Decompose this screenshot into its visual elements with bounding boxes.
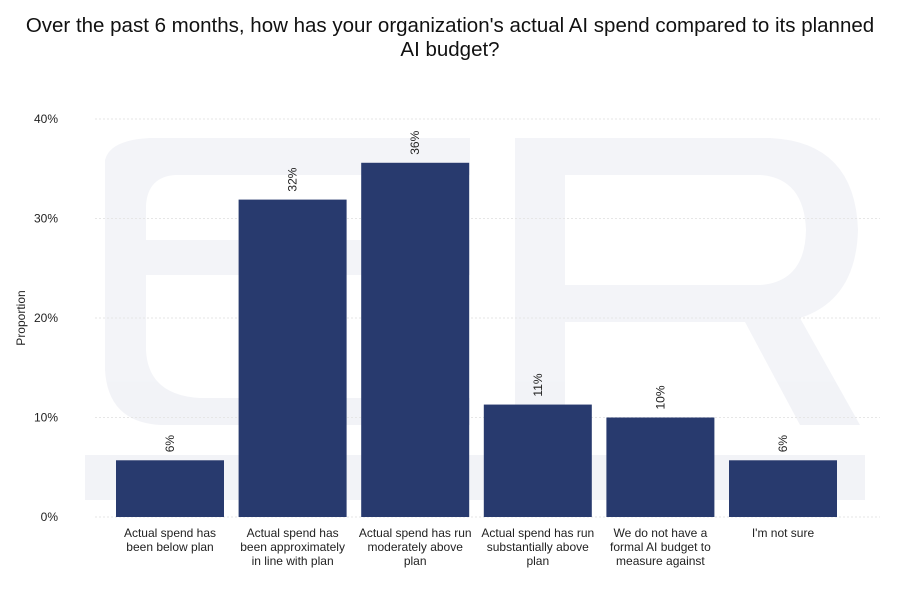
y-axis-ticks: 0% 10% 20% 30% 40% [34, 112, 58, 524]
y-tick-label: 20% [34, 311, 58, 325]
y-tick-label: 40% [34, 112, 58, 126]
y-tick-label: 0% [41, 510, 59, 524]
chart-title-line-1: Over the past 6 months, how has your org… [25, 14, 875, 37]
data-label: 11% [531, 373, 545, 396]
x-tick-label: Actual spend has [124, 526, 216, 540]
x-tick-label: Actual spend has [247, 526, 339, 540]
bar [238, 199, 347, 517]
x-tick-label: substantially above [487, 540, 589, 554]
x-tick-label: plan [526, 554, 549, 568]
x-tick-label: been below plan [126, 540, 213, 554]
chart-title-line-2: AI budget? [400, 38, 500, 61]
data-label: 10% [653, 385, 667, 409]
y-tick-label: 30% [34, 212, 58, 226]
x-tick-label: in line with plan [252, 554, 334, 568]
x-tick-label: We do not have a [613, 526, 707, 540]
data-label: 36% [408, 130, 422, 154]
x-tick-label: plan [404, 554, 427, 568]
bars [116, 162, 837, 517]
bar [483, 404, 592, 517]
y-tick-label: 10% [34, 411, 58, 425]
x-tick-label: been approximately [240, 540, 345, 554]
data-label: 6% [163, 435, 177, 453]
bar [729, 460, 837, 517]
x-tick-label: moderately above [368, 540, 464, 554]
bar [361, 162, 470, 517]
x-tick-label: measure against [616, 554, 705, 568]
y-axis-label: Proportion [14, 290, 28, 345]
data-label: 32% [286, 167, 300, 191]
chart-title: Over the past 6 months, how has your org… [0, 14, 900, 62]
bar [116, 460, 224, 517]
x-tick-label: Actual spend has run [481, 526, 594, 540]
data-labels: 6% 32% 36% 11% 10% 6% [163, 130, 790, 452]
x-tick-label: I'm not sure [752, 526, 815, 540]
x-tick-label: Actual spend has run [359, 526, 472, 540]
watermark-logo [85, 138, 865, 500]
data-label: 6% [776, 435, 790, 453]
bar [606, 417, 715, 517]
x-tick-label: formal AI budget to [610, 540, 711, 554]
